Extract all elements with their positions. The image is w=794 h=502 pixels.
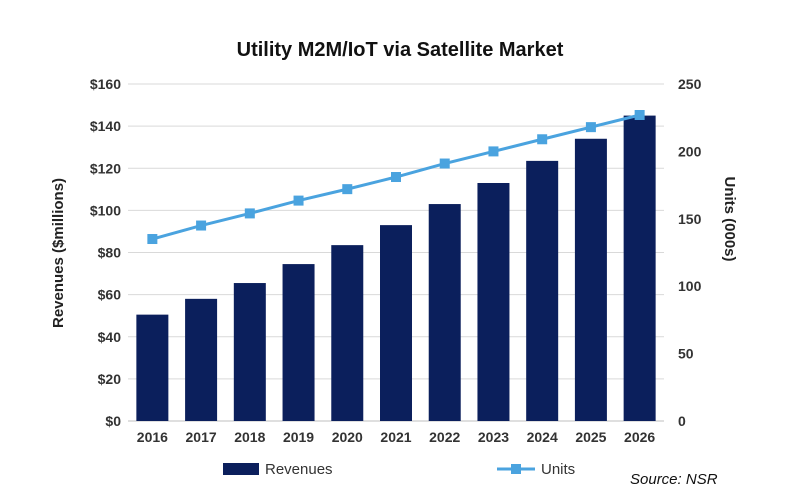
legend-units-marker <box>511 464 521 474</box>
revenue-bar <box>623 115 656 421</box>
legend-units-label: Units <box>541 461 575 478</box>
revenue-bar <box>380 225 412 421</box>
x-tick-label: 2020 <box>332 429 363 445</box>
left-tick-label: $140 <box>90 118 121 134</box>
x-tick-label: 2023 <box>478 429 509 445</box>
units-point <box>391 172 401 183</box>
units-point <box>342 184 353 195</box>
left-tick-label: $60 <box>98 287 122 303</box>
revenue-bars <box>136 115 656 422</box>
legend-revenues-swatch <box>223 463 259 475</box>
left-tick-label: $120 <box>90 160 121 176</box>
x-tick-label: 2017 <box>186 429 217 445</box>
left-axis-ticks: $0 $20 $40 $60 $80 $100 $120 $140 $160 <box>90 76 121 429</box>
x-tick-label: 2019 <box>283 429 314 445</box>
legend: Revenues Units <box>223 461 575 478</box>
revenue-bar <box>428 204 461 421</box>
revenue-bar <box>233 283 266 421</box>
revenue-bar <box>136 314 169 421</box>
y2-axis-label: Units (000s) <box>721 176 738 261</box>
right-tick-label: 250 <box>678 76 702 92</box>
x-tick-label: 2021 <box>380 429 411 445</box>
legend-revenues-label: Revenues <box>265 461 333 478</box>
units-point <box>147 234 158 245</box>
revenue-bar <box>477 182 510 421</box>
left-tick-label: $100 <box>90 202 121 218</box>
chart-title: Utility M2M/IoT via Satellite Market <box>237 39 564 61</box>
x-tick-label: 2024 <box>527 429 558 445</box>
right-axis-ticks: 0 50 100 150 200 250 <box>678 76 702 429</box>
right-tick-label: 150 <box>678 211 702 227</box>
units-point <box>439 158 450 169</box>
source-note: Source: NSR <box>630 471 718 488</box>
revenue-bar <box>185 298 218 421</box>
right-tick-label: 0 <box>678 413 686 429</box>
units-point <box>293 195 304 206</box>
left-tick-label: $0 <box>105 413 121 429</box>
revenue-bar <box>574 138 607 421</box>
left-tick-label: $80 <box>98 245 122 261</box>
revenue-bar <box>331 245 364 421</box>
revenue-bar <box>282 264 315 421</box>
right-tick-label: 200 <box>678 143 702 159</box>
units-point <box>585 122 596 133</box>
revenue-bar <box>526 160 559 422</box>
units-line <box>147 110 645 245</box>
y-axis-label: Revenues ($millions) <box>50 178 67 328</box>
right-tick-label: 50 <box>678 346 694 362</box>
x-tick-label: 2022 <box>429 429 460 445</box>
units-point <box>196 220 207 231</box>
x-tick-label: 2025 <box>575 429 606 445</box>
units-point <box>244 208 255 219</box>
left-tick-label: $160 <box>90 76 121 92</box>
units-point <box>488 146 499 157</box>
units-point <box>537 134 548 145</box>
x-axis-ticks: 2016 2017 2018 2019 2020 2021 2022 2023 2024 2025… <box>137 429 656 445</box>
right-tick-label: 100 <box>678 278 702 294</box>
left-tick-label: $20 <box>98 371 122 387</box>
left-tick-label: $40 <box>98 329 122 345</box>
x-tick-label: 2026 <box>624 429 655 445</box>
x-tick-label: 2016 <box>137 429 168 445</box>
x-tick-label: 2018 <box>234 429 265 445</box>
units-point <box>634 110 645 121</box>
